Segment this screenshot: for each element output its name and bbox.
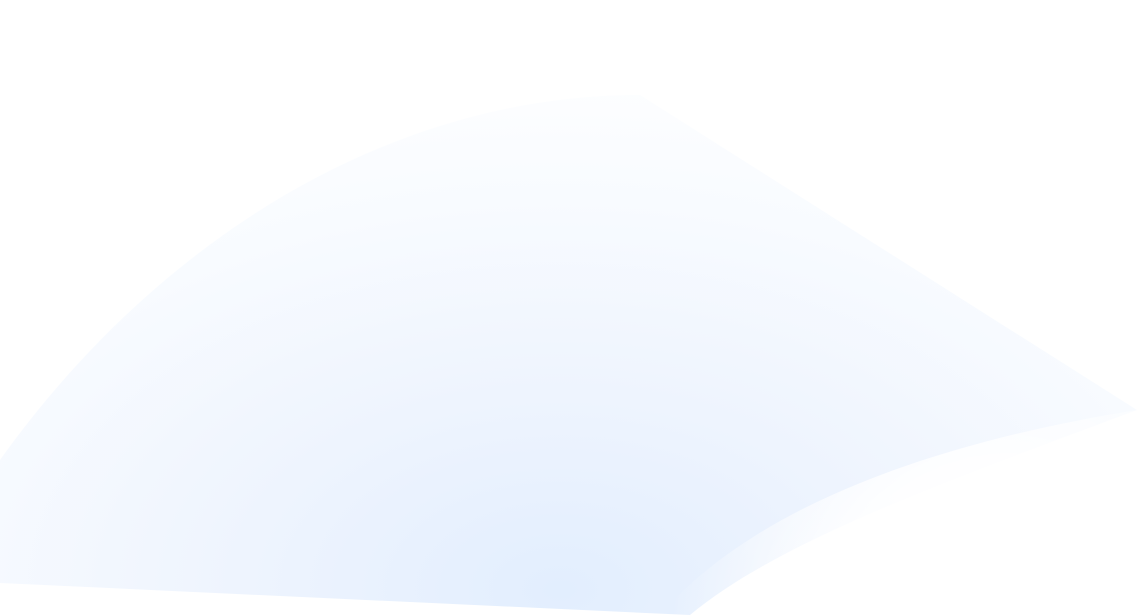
gradient-shape [0,95,1137,615]
white-fade-overlay [660,410,1137,615]
